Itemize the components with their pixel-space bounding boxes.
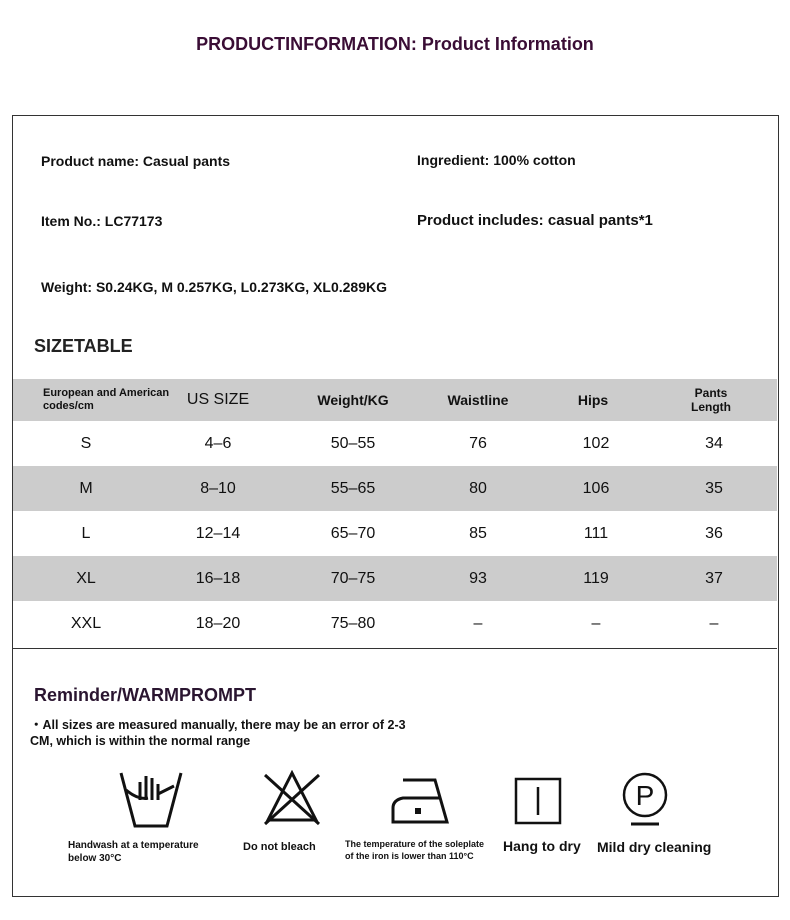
table-header: European and American codes/cm US SIZE W… [13,379,777,421]
info-box [12,115,779,897]
divider [13,648,777,649]
cell-hips: 106 [582,479,610,497]
col-header-us-size: US SIZE [186,391,250,408]
cell-pants-length: 37 [705,569,723,587]
cell-us-size: 12–14 [195,524,241,542]
cell-weight: 65–70 [330,524,376,542]
cell-waistline: – [473,614,483,632]
col-header-weight: Weight/KG [317,392,389,408]
cell-us-size: 16–18 [195,569,241,587]
svg-text:P: P [636,780,655,811]
iron-low-icon [391,778,449,824]
care-label-no-bleach: Do not bleach [243,841,316,853]
cell-hips: 111 [583,524,609,542]
cell-pants-length: 35 [705,479,723,497]
product-name: Product name: Casual pants [41,153,231,169]
care-label-hang-dry: Hang to dry [503,838,581,854]
dry-clean-p-icon: P [622,772,668,826]
cell-hips: – [591,614,601,632]
cell-eu-code: M [79,479,93,497]
cell-eu-code: XXL [70,614,102,632]
hand-wash-icon [119,772,183,828]
cell-weight: 50–55 [330,434,376,452]
cell-waistline: 76 [469,434,487,452]
cell-pants-length: 36 [705,524,723,542]
hang-dry-icon [514,777,562,825]
cell-pants-length: – [709,614,719,632]
ingredient: Ingredient: 100% cotton [417,152,576,168]
cell-hips: 102 [582,434,610,452]
care-label-iron: The temperature of the soleplate of the … [345,839,485,861]
reminder-note-line1: ・All sizes are measured manually, there … [30,718,406,732]
care-label-hand-wash: Handwash at a temperature below 30°C [68,840,199,864]
no-bleach-icon [263,770,321,826]
product-includes: Product includes: casual pants*1 [417,212,653,229]
reminder-note-line2: CM, which is within the normal range [30,734,251,748]
cell-us-size: 4–6 [204,434,232,452]
col-header-eu-codes: European and American codes/cm [43,387,170,412]
size-table-heading: SIZETABLE [34,336,133,356]
care-label-dry-clean: Mild dry cleaning [597,839,712,855]
col-header-hips: Hips [577,392,609,408]
cell-waistline: 93 [469,569,487,587]
reminder-heading: Reminder/WARMPROMPT [34,685,257,705]
cell-weight: 55–65 [330,479,376,497]
cell-weight: 70–75 [330,569,376,587]
page-title: PRODUCTINFORMATION: Product Information [196,34,594,54]
cell-us-size: 8–10 [200,479,236,497]
weight-info: Weight: S0.24KG, M 0.257KG, L0.273KG, XL… [41,279,387,295]
cell-weight: 75–80 [330,614,376,632]
cell-us-size: 18–20 [195,614,241,632]
table-row: M 8–10 55–65 80 106 35 [13,466,777,511]
cell-waistline: 85 [469,524,487,542]
cell-hips: 119 [583,569,609,587]
cell-pants-length: 34 [705,434,723,452]
item-number: Item No.: LC77173 [41,213,163,229]
col-header-waistline: Waistline [447,392,509,408]
cell-waistline: 80 [469,479,487,497]
col-header-pants-length: Pants Length [691,386,731,414]
cell-eu-code: L [81,524,91,542]
cell-eu-code: XL [76,569,96,587]
table-row: S 4–6 50–55 76 102 34 [13,421,777,466]
table-row: XXL 18–20 75–80 – – – [13,601,777,646]
table-row: L 12–14 65–70 85 111 36 [13,511,777,556]
cell-eu-code: S [80,434,92,452]
table-row: XL 16–18 70–75 93 119 37 [13,556,777,601]
